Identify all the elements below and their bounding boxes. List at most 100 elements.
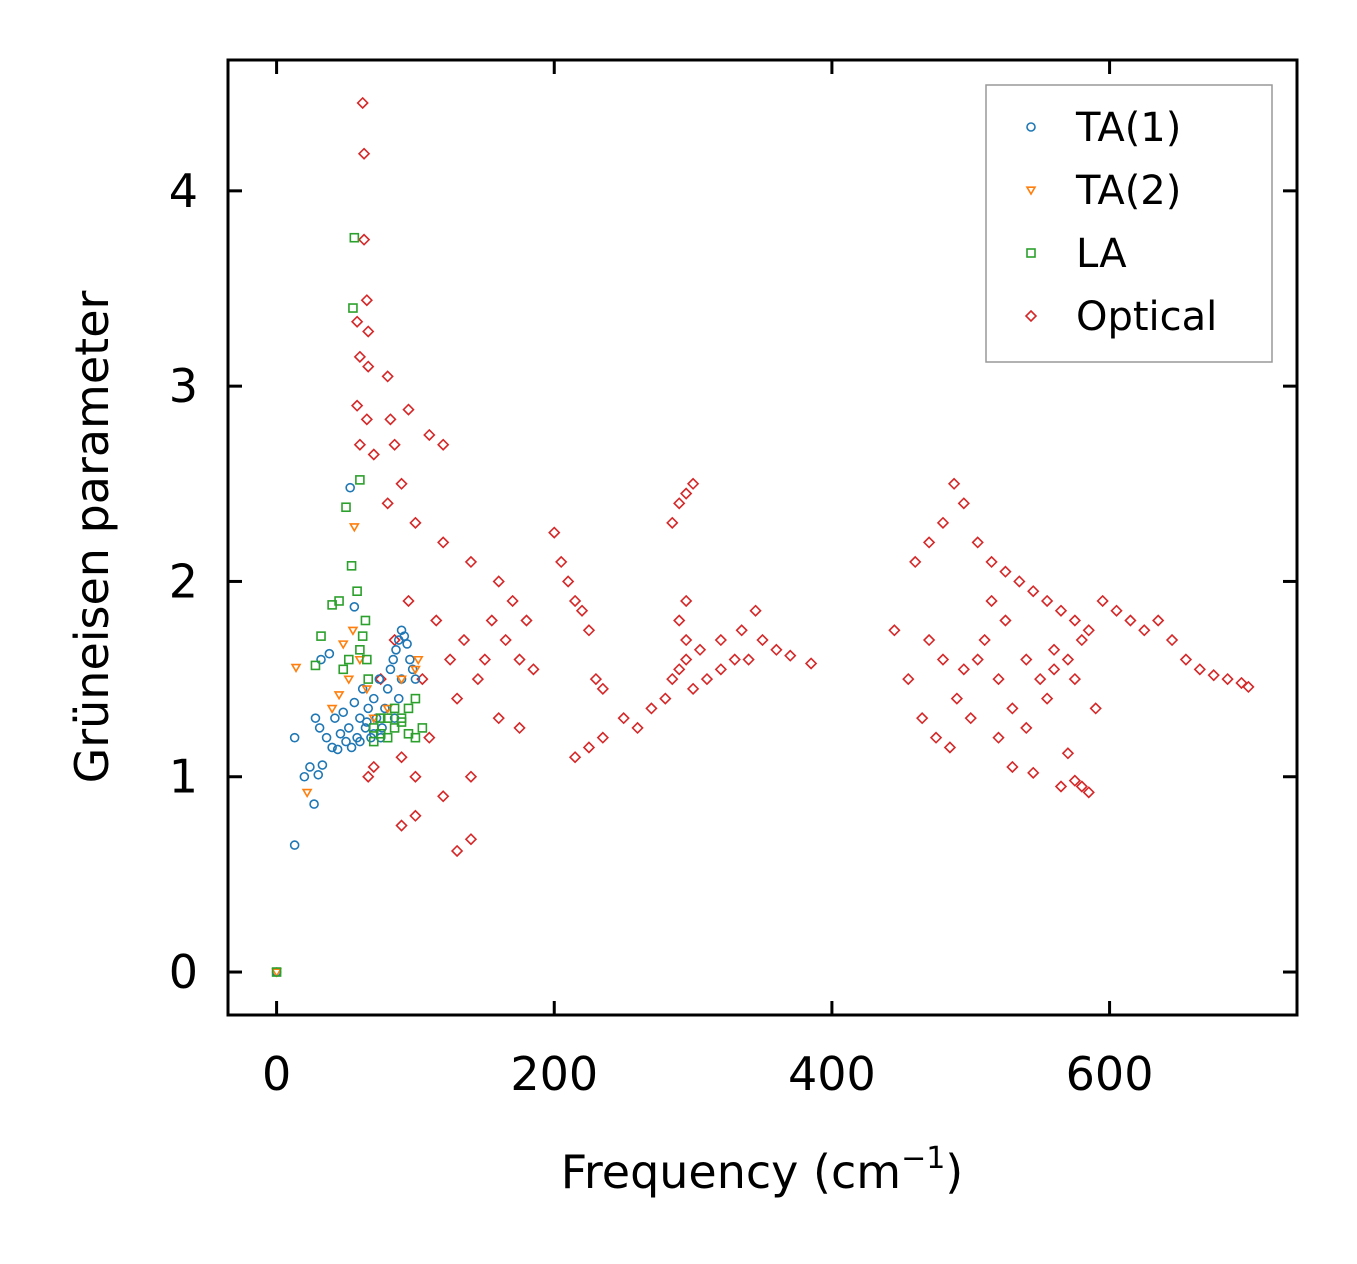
data-point [1068, 614, 1082, 627]
data-point [513, 721, 526, 735]
data-point [357, 631, 368, 641]
data-point [1040, 692, 1054, 705]
data-point [410, 665, 421, 675]
data-point [410, 693, 421, 704]
legend-label: TA(2) [1075, 168, 1181, 214]
data-point [1138, 624, 1151, 637]
y-tick-label: 3 [169, 359, 198, 413]
data-point [992, 672, 1005, 686]
data-point [316, 631, 326, 641]
data-point [410, 674, 421, 684]
data-point [381, 370, 394, 383]
data-point [356, 96, 369, 110]
x-tick-label: 400 [788, 1047, 876, 1101]
data-point [1040, 594, 1054, 608]
data-point [673, 614, 686, 627]
data-point [368, 736, 379, 747]
data-point [1006, 760, 1019, 774]
data-point [407, 664, 418, 675]
data-point [936, 516, 950, 529]
data-point [368, 714, 380, 724]
data-point [321, 732, 332, 743]
data-point [513, 653, 526, 666]
data-point [382, 704, 394, 714]
data-point [368, 693, 379, 704]
data-point [362, 770, 375, 783]
data-point [929, 731, 943, 744]
data-point [363, 703, 374, 714]
data-point [396, 717, 407, 727]
data-point [395, 819, 408, 832]
data-point [992, 731, 1005, 744]
data-point [943, 741, 957, 754]
data-point [784, 649, 797, 662]
data-point [686, 682, 700, 695]
data-point [450, 692, 464, 705]
data-point [381, 497, 394, 510]
data-point [909, 555, 922, 569]
data-point [348, 303, 358, 313]
data-point [964, 712, 977, 725]
x-tick-label: 200 [510, 1047, 598, 1101]
data-point [443, 653, 457, 666]
data-point [353, 350, 367, 363]
y-axis-label: Grüneisen parameter [65, 290, 119, 783]
data-point [327, 742, 337, 753]
legend-marker-optical [1024, 309, 1038, 323]
data-point [457, 633, 471, 647]
data-point [1020, 653, 1033, 666]
data-point [680, 487, 693, 500]
data-point [353, 438, 367, 451]
data-point [1020, 721, 1033, 735]
data-point [409, 770, 422, 783]
data-point [804, 657, 818, 670]
data-point [1075, 633, 1088, 647]
data-point [673, 497, 686, 510]
data-point [1165, 633, 1179, 647]
data-point [346, 561, 357, 571]
data-point [575, 604, 589, 617]
data-point [310, 713, 321, 723]
data-point [355, 475, 365, 485]
data-point [950, 692, 963, 705]
data-point [388, 438, 401, 451]
data-point [333, 691, 345, 701]
y-tick-label: 1 [169, 750, 198, 804]
data-point [357, 147, 371, 160]
data-point [756, 633, 769, 647]
data-point [271, 967, 282, 977]
data-point [362, 360, 375, 373]
data-point [999, 614, 1012, 627]
data-point [350, 399, 364, 412]
data-point [922, 536, 936, 549]
data-point [335, 728, 346, 739]
data-point [985, 555, 998, 569]
data-point [1242, 680, 1255, 694]
data-point [485, 614, 498, 627]
data-point [412, 655, 424, 666]
data-point [1221, 672, 1234, 686]
data-point [360, 294, 373, 307]
data-point [374, 672, 387, 686]
data-point [332, 744, 343, 755]
data-point [1047, 643, 1061, 656]
data-point [666, 672, 679, 686]
data-point [314, 723, 325, 733]
data-point [1096, 594, 1109, 608]
data-point [1235, 676, 1248, 690]
data-point [1027, 585, 1040, 598]
data-point [499, 633, 512, 647]
data-point [310, 660, 321, 671]
data-point [749, 604, 762, 617]
data-point [289, 732, 300, 743]
data-point [430, 614, 443, 627]
data-point [338, 664, 349, 675]
data-point [374, 674, 385, 684]
data-point [1110, 604, 1123, 617]
data-point [338, 707, 349, 718]
data-point [326, 704, 338, 714]
data-point [450, 844, 464, 858]
data-point [1089, 702, 1102, 715]
data-point [568, 751, 582, 764]
